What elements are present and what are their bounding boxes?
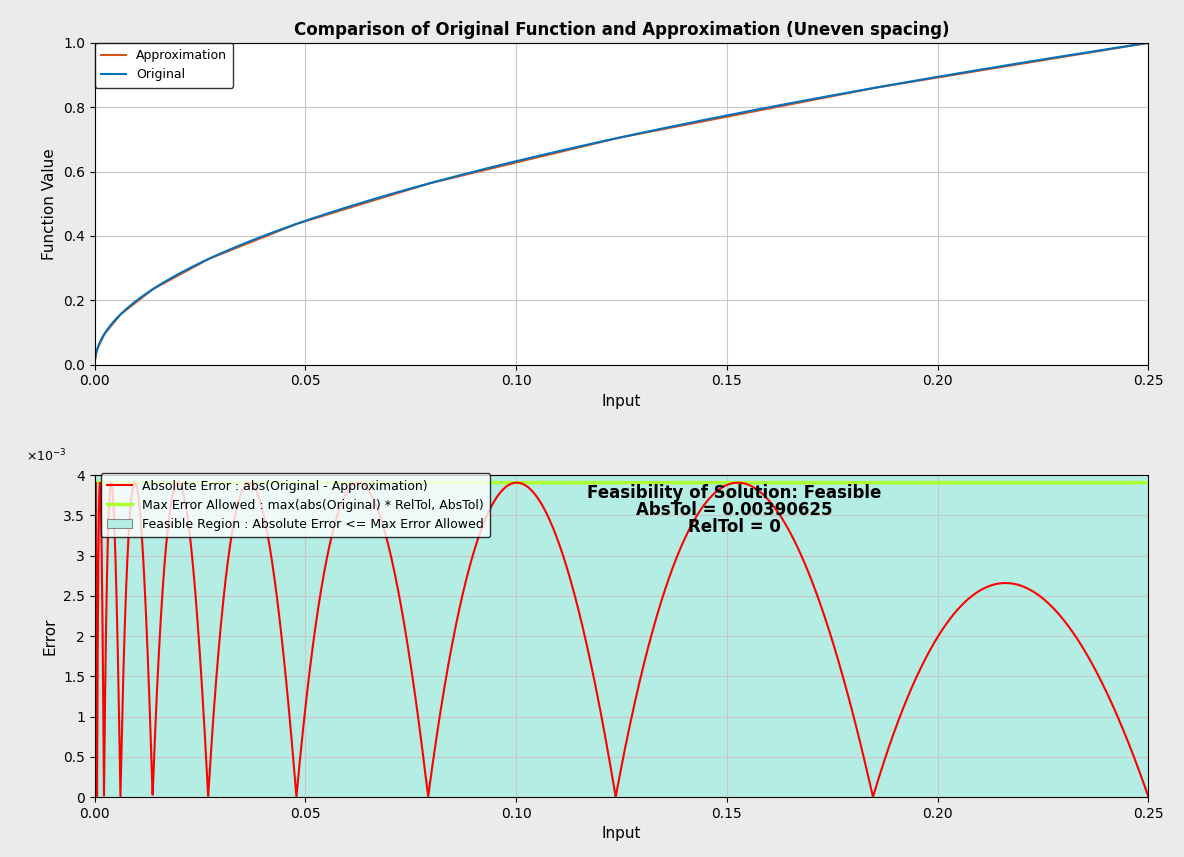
Text: AbsTol = 0.00390625: AbsTol = 0.00390625	[636, 501, 832, 519]
Max Error Allowed : max(abs(Original) * RelTol, AbsTol): (0.206, 0.00391): max(abs(Original) * RelTol, AbsTol): (0.…	[954, 477, 969, 488]
Absolute Error : abs(Original - Approximation): (0.15, 0.00388): abs(Original - Approximation): (0.15, 0.…	[720, 480, 734, 490]
Absolute Error : abs(Original - Approximation): (0.0454, 0.00145): abs(Original - Approximation): (0.0454, …	[279, 675, 294, 686]
Approximation	[954, 69, 969, 79]
Line: Absolute Error : abs(Original - Approximation): Absolute Error : abs(Original - Approxim…	[95, 482, 1148, 797]
Max Error Allowed : max(abs(Original) * RelTol, AbsTol): (0.0955, 0.00391): max(abs(Original) * RelTol, AbsTol): (0.…	[490, 477, 504, 488]
Y-axis label: Error: Error	[43, 617, 58, 655]
Original	[874, 81, 888, 92]
Approximation	[88, 360, 102, 370]
Approximation	[773, 101, 787, 111]
Approximation	[490, 162, 504, 172]
Original	[773, 100, 787, 111]
Approximation	[1141, 38, 1156, 48]
Approximation	[279, 223, 294, 233]
Original	[954, 68, 969, 78]
Original	[279, 223, 294, 233]
Legend: Absolute Error : abs(Original - Approximation), Max Error Allowed : max(abs(Orig: Absolute Error : abs(Original - Approxim…	[101, 473, 490, 537]
Original	[88, 360, 102, 370]
Max Error Allowed : max(abs(Original) * RelTol, AbsTol): (0.0454, 0.00391): max(abs(Original) * RelTol, AbsTol): (0.…	[279, 477, 294, 488]
X-axis label: Input: Input	[601, 826, 642, 842]
Max Error Allowed : max(abs(Original) * RelTol, AbsTol): (0.25, 0.00391): max(abs(Original) * RelTol, AbsTol): (0.…	[1141, 477, 1156, 488]
Text: RelTol = 0: RelTol = 0	[688, 518, 780, 536]
Absolute Error : abs(Original - Approximation): (0.206, 0.00238): abs(Original - Approximation): (0.206, 0…	[954, 601, 969, 611]
Absolute Error : abs(Original - Approximation): (0.187, 0.000332): abs(Original - Approximation): (0.187, 0…	[874, 765, 888, 776]
Line: Original: Original	[95, 43, 1148, 365]
Absolute Error : abs(Original - Approximation): (0.153, 0.00391): abs(Original - Approximation): (0.153, 0…	[731, 477, 745, 488]
Text: $\times 10^{-3}$: $\times 10^{-3}$	[26, 447, 67, 464]
X-axis label: Input: Input	[601, 394, 642, 409]
Text: Feasibility of Solution: Feasible: Feasibility of Solution: Feasible	[587, 484, 881, 502]
Approximation	[874, 81, 888, 92]
Line: Approximation: Approximation	[95, 43, 1148, 365]
Title: Comparison of Original Function and Approximation (Uneven spacing): Comparison of Original Function and Appr…	[294, 21, 950, 39]
Approximation	[720, 111, 734, 122]
Original	[490, 160, 504, 171]
Legend: Approximation, Original: Approximation, Original	[95, 43, 233, 87]
Original	[720, 111, 734, 121]
Absolute Error : abs(Original - Approximation): (0.0955, 0.00374): abs(Original - Approximation): (0.0955, …	[490, 491, 504, 501]
Original	[1141, 38, 1156, 48]
Y-axis label: Function Value: Function Value	[43, 148, 58, 260]
Max Error Allowed : max(abs(Original) * RelTol, AbsTol): (0, 0.00391): max(abs(Original) * RelTol, AbsTol): (0,…	[88, 477, 102, 488]
Max Error Allowed : max(abs(Original) * RelTol, AbsTol): (0.15, 0.00391): max(abs(Original) * RelTol, AbsTol): (0.…	[720, 477, 734, 488]
Max Error Allowed : max(abs(Original) * RelTol, AbsTol): (0.163, 0.00391): max(abs(Original) * RelTol, AbsTol): (0.…	[773, 477, 787, 488]
Max Error Allowed : max(abs(Original) * RelTol, AbsTol): (0.187, 0.00391): max(abs(Original) * RelTol, AbsTol): (0.…	[874, 477, 888, 488]
Absolute Error : abs(Original - Approximation): (0, 0): abs(Original - Approximation): (0, 0)	[88, 792, 102, 802]
Absolute Error : abs(Original - Approximation): (0.25, 0): abs(Original - Approximation): (0.25, 0)	[1141, 792, 1156, 802]
Absolute Error : abs(Original - Approximation): (0.163, 0.0035): abs(Original - Approximation): (0.163, 0…	[773, 511, 787, 521]
